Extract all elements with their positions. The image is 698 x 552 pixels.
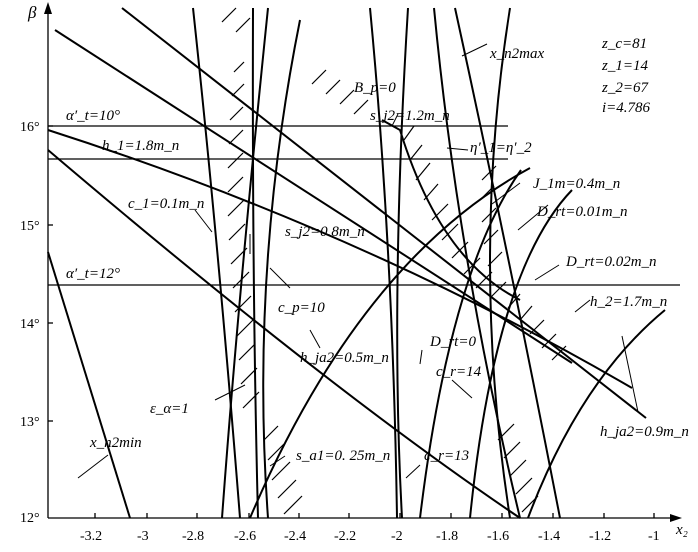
sj2-08-curve: [221, 7, 269, 519]
xn2min-label: x_n2min: [89, 435, 142, 451]
x-tick-label: -1.4: [538, 529, 560, 544]
sj2-12-curve: [381, 119, 521, 301]
param-z2: z_2=67: [601, 80, 649, 96]
drt0-label: D_rt=0: [429, 334, 476, 350]
x-tick-label: -1.6: [487, 529, 509, 544]
h1-label: h_1=1.8m_n: [102, 138, 179, 154]
cr14-label: c_r=14: [436, 364, 482, 380]
cp-label: c_p=10: [278, 300, 325, 316]
x-tick-marks: [94, 513, 655, 518]
x-tick-label: -2.4: [284, 529, 306, 544]
sj2-08-label: s_j2=0.8m_n: [285, 224, 365, 240]
xn2max-label: x_n2max: [489, 46, 544, 62]
hatch-band-left: [227, 61, 260, 409]
x-tick-label: -3: [137, 529, 149, 544]
hatch-xn2max: [479, 165, 503, 267]
param-i: i=4.786: [602, 100, 651, 116]
y-tick-label: 14°: [20, 317, 40, 332]
constraint-curves: [47, 7, 666, 519]
h2-label: h_2=1.7m_n: [590, 294, 667, 310]
c1-label: c_1=0.1m_n: [128, 196, 204, 212]
x-tick-label: -1.8: [436, 529, 458, 544]
hatch-top-diagonal: [221, 7, 369, 115]
sa1-label: s_a1=0. 25m_n: [296, 448, 390, 464]
sa1-curve: [262, 19, 301, 519]
cr14-curve: [433, 7, 521, 519]
eps-alpha-label: ε_α=1: [150, 401, 189, 417]
param-z1: z_1=14: [601, 58, 648, 74]
hatch-sa1-bottom: [263, 425, 303, 515]
hja2-05-curve: [47, 149, 521, 519]
hja2-05-label: h_ja2=0.5m_n: [300, 350, 389, 366]
h2-curve: [121, 7, 647, 419]
alpha-t-10-label: α′_t=10°: [66, 108, 120, 124]
j1m-label: J_1m=0.4m_n: [533, 176, 620, 192]
drt001-label: D_rt=0.01m_n: [536, 204, 628, 220]
y-axis-arrow: [44, 2, 52, 14]
eta-label: η′_1=η′_2: [470, 140, 532, 156]
drt001-curve: [469, 189, 573, 519]
hja2-09-label: h_ja2=0.9m_n: [600, 424, 689, 440]
drt0-curve: [396, 7, 409, 519]
param-zc: z_c=81: [601, 36, 647, 52]
sj2-12-label: s_j2=1.2m_n: [370, 108, 450, 124]
y-tick-label: 12°: [20, 511, 40, 526]
hja2-arc-curve: [249, 167, 531, 519]
j1m-curve: [419, 169, 522, 519]
hatch-sj2-right: [403, 125, 507, 299]
y-tick-label: 15°: [20, 219, 40, 234]
hatch-hja2-09: [497, 423, 539, 513]
x-tick-label: -1: [648, 529, 660, 544]
cp-curve: [251, 7, 259, 519]
xn2max-curve: [489, 7, 511, 519]
x-tick-label: -2: [391, 529, 403, 544]
bp-label: B_p=0: [354, 80, 396, 96]
cr13-label: c_r=13: [424, 448, 469, 464]
parameter-block: z_c=81 z_1=14 z_2=67 i=4.786: [601, 36, 651, 116]
x-tick-label: -2.8: [182, 529, 204, 544]
x-tick-label: -2.6: [234, 529, 256, 544]
x-axis-label: x₂: [675, 522, 688, 538]
alpha-t-12-label: α′_t=12°: [66, 266, 120, 282]
x-tick-label: -1.2: [589, 529, 611, 544]
hja2-09-curve: [527, 309, 666, 519]
drt002-curve: [454, 7, 561, 519]
axes: β x₂ 16° 15° 14° 13° 12° -3.2 -3 -2.8: [20, 2, 688, 544]
x-tick-label: -2.2: [334, 529, 356, 544]
h1-diagonal-curve: [47, 129, 633, 389]
drt002-label: D_rt=0.02m_n: [565, 254, 657, 270]
hatch-boundaries: [221, 7, 567, 515]
x-axis-arrow: [670, 514, 682, 522]
eps-alpha-curve: [192, 7, 241, 519]
y-axis-label: β: [27, 3, 37, 22]
y-tick-label: 16°: [20, 120, 40, 135]
x-tick-label: -3.2: [80, 529, 102, 544]
cr13-curve: [369, 7, 398, 519]
xn2min-curve: [47, 251, 131, 519]
curve-labels: α′_t=10° α′_t=12° h_1=1.8m_n c_1=0.1m_n …: [66, 46, 689, 464]
y-tick-label: 13°: [20, 415, 40, 430]
hatch-h2-lower: [507, 293, 567, 361]
c1-curve: [54, 29, 573, 364]
leader-lines: [77, 43, 639, 479]
